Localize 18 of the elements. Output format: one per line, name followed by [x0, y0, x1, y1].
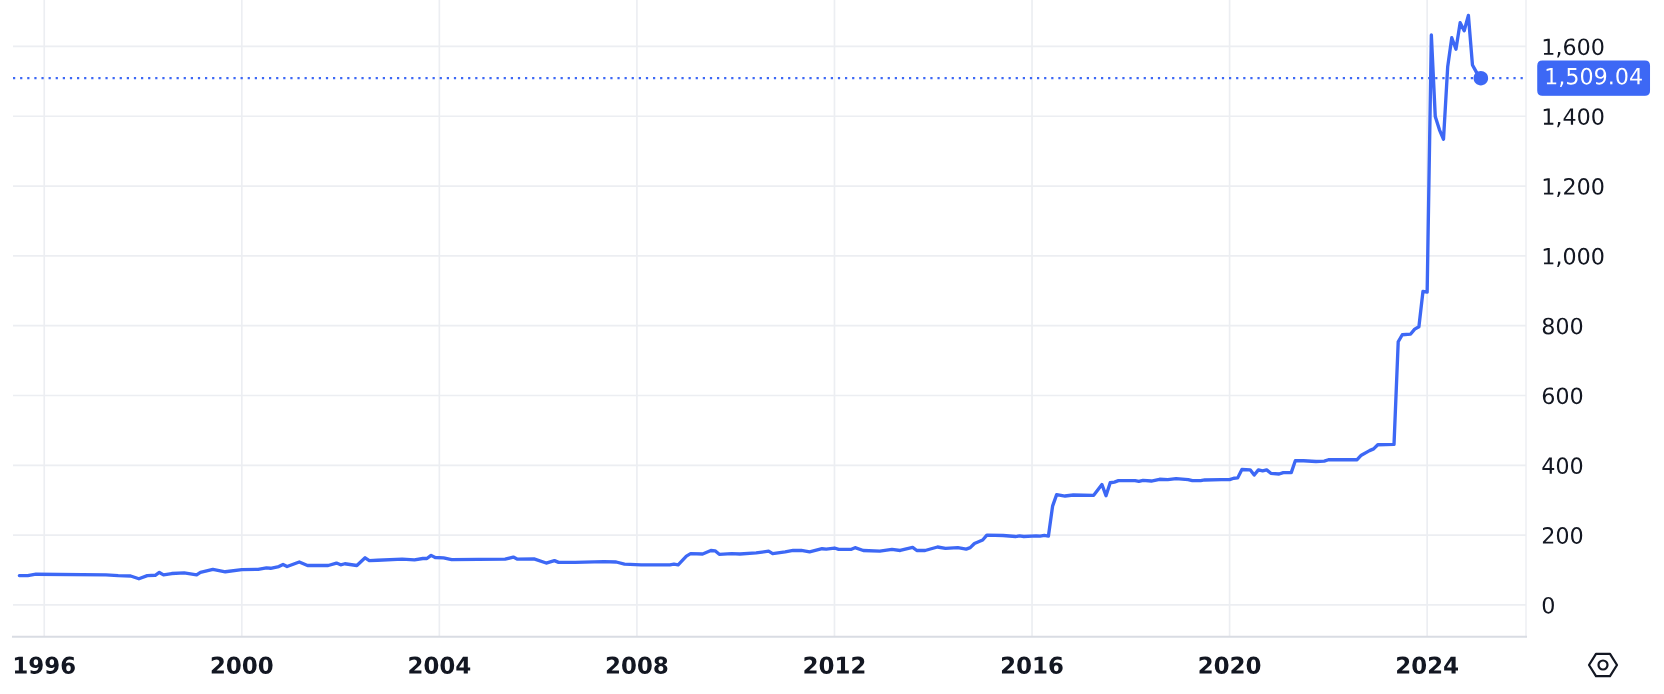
x-tick-label: 1996: [14, 656, 75, 674]
y-tick-label: 0: [1542, 596, 1554, 614]
y-tick-label: 400: [1542, 457, 1583, 475]
y-tick-label: 1,000: [1543, 247, 1604, 267]
x-tick-label: 2024: [1397, 656, 1458, 674]
y-tick-label: 1,400: [1543, 108, 1604, 128]
x-tick-label: 2008: [606, 656, 668, 674]
ref-line-label: 1,509.04: [1546, 67, 1642, 87]
x-tick-label: 2012: [804, 656, 865, 674]
x-tick-label: 2016: [1001, 656, 1063, 674]
y-tick-label: 600: [1542, 387, 1583, 405]
x-tick-label: 2020: [1199, 656, 1261, 674]
x-tick-label: 2004: [409, 656, 471, 674]
y-tick-label: 800: [1542, 317, 1583, 335]
y-tick-label: 1,600: [1543, 38, 1604, 58]
x-tick-label: 2000: [211, 656, 273, 674]
y-tick-label: 200: [1542, 527, 1583, 544]
y-tick-label: 1,200: [1543, 178, 1604, 198]
